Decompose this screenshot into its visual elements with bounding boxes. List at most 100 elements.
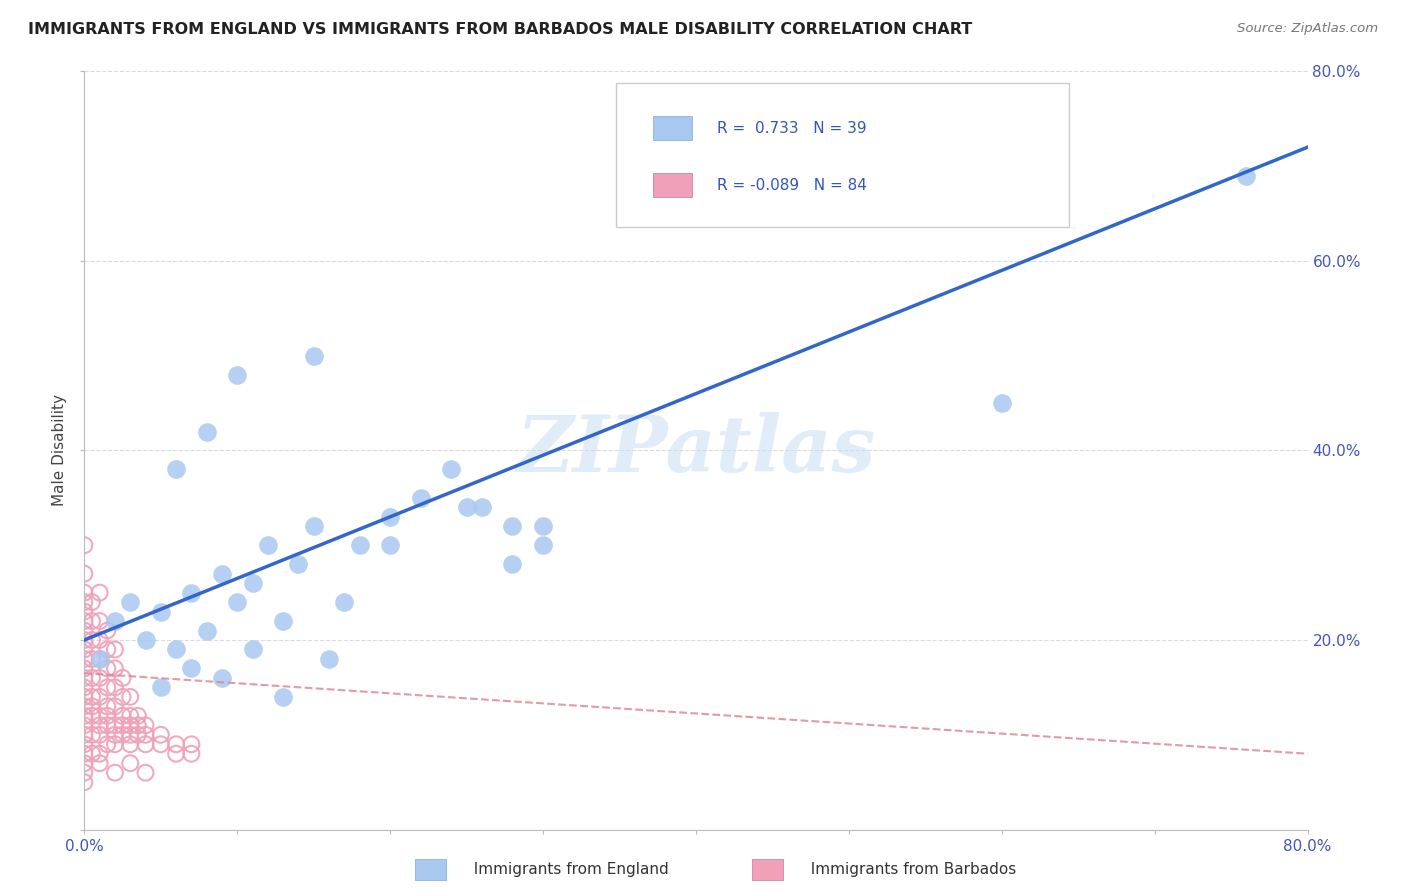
Point xyxy=(73,633,96,648)
Point xyxy=(165,642,187,657)
Point xyxy=(89,652,111,666)
Point xyxy=(111,718,134,732)
Text: ZIPatlas: ZIPatlas xyxy=(516,412,876,489)
Point xyxy=(127,718,149,732)
Point xyxy=(333,595,356,609)
Point xyxy=(1236,169,1258,183)
Point xyxy=(73,775,96,789)
Point xyxy=(73,605,96,619)
Point xyxy=(73,681,96,695)
Point xyxy=(135,633,157,648)
Point xyxy=(73,661,96,675)
Point xyxy=(104,642,127,657)
Point xyxy=(111,671,134,685)
Point xyxy=(73,595,96,609)
Point xyxy=(271,690,294,704)
Point xyxy=(120,595,142,609)
Point xyxy=(89,585,111,599)
Point xyxy=(73,624,96,638)
Point xyxy=(287,557,309,572)
Point xyxy=(104,728,127,742)
Point xyxy=(89,690,111,704)
Point xyxy=(80,690,103,704)
Point xyxy=(89,747,111,761)
Point xyxy=(73,728,96,742)
Point xyxy=(531,519,554,533)
Point xyxy=(471,500,494,515)
Point xyxy=(111,728,134,742)
Point xyxy=(73,690,96,704)
FancyBboxPatch shape xyxy=(616,83,1069,227)
Point xyxy=(502,519,524,533)
Point xyxy=(73,756,96,771)
Point xyxy=(180,747,202,761)
Point xyxy=(111,690,134,704)
Point xyxy=(440,462,463,476)
Point xyxy=(89,614,111,628)
Point xyxy=(73,747,96,761)
Text: Source: ZipAtlas.com: Source: ZipAtlas.com xyxy=(1237,22,1378,36)
Point xyxy=(127,708,149,723)
Point xyxy=(89,671,111,685)
Point xyxy=(165,747,187,761)
Point xyxy=(96,718,118,732)
Point xyxy=(195,624,218,638)
Text: R =  0.733   N = 39: R = 0.733 N = 39 xyxy=(717,120,866,136)
Point xyxy=(242,642,264,657)
Point xyxy=(104,765,127,780)
Point xyxy=(165,462,187,476)
Point xyxy=(242,576,264,591)
Point xyxy=(380,509,402,524)
Point xyxy=(89,633,111,648)
Point xyxy=(80,671,103,685)
Point xyxy=(135,718,157,732)
Point xyxy=(456,500,478,515)
Point xyxy=(73,614,96,628)
Point xyxy=(149,728,172,742)
Point xyxy=(257,538,280,552)
Point xyxy=(120,756,142,771)
Point xyxy=(73,671,96,685)
Point xyxy=(80,633,103,648)
Point xyxy=(96,737,118,751)
Point xyxy=(104,614,127,628)
Point xyxy=(80,699,103,714)
Point xyxy=(73,538,96,552)
Point xyxy=(89,756,111,771)
Point xyxy=(180,661,202,675)
Point xyxy=(104,699,127,714)
Point xyxy=(302,349,325,363)
Point xyxy=(211,671,233,685)
Point xyxy=(73,642,96,657)
Point xyxy=(96,708,118,723)
Point xyxy=(104,737,127,751)
Point xyxy=(80,728,103,742)
Point xyxy=(80,708,103,723)
Point xyxy=(104,681,127,695)
Point xyxy=(104,718,127,732)
Point xyxy=(104,661,127,675)
Point xyxy=(73,708,96,723)
Text: IMMIGRANTS FROM ENGLAND VS IMMIGRANTS FROM BARBADOS MALE DISABILITY CORRELATION : IMMIGRANTS FROM ENGLAND VS IMMIGRANTS FR… xyxy=(28,22,973,37)
Text: R = -0.089   N = 84: R = -0.089 N = 84 xyxy=(717,178,866,193)
Text: Immigrants from Barbados: Immigrants from Barbados xyxy=(801,863,1017,877)
Point xyxy=(271,614,294,628)
Point xyxy=(302,519,325,533)
Point xyxy=(89,718,111,732)
Point xyxy=(96,661,118,675)
Point xyxy=(73,765,96,780)
Point xyxy=(73,737,96,751)
Point xyxy=(120,737,142,751)
Point xyxy=(195,425,218,439)
Point xyxy=(89,652,111,666)
Point xyxy=(226,368,249,382)
Point xyxy=(149,737,172,751)
Point xyxy=(96,681,118,695)
Point xyxy=(120,708,142,723)
Point xyxy=(135,765,157,780)
Y-axis label: Male Disability: Male Disability xyxy=(52,394,67,507)
Point xyxy=(531,538,554,552)
Point xyxy=(80,614,103,628)
Point xyxy=(149,605,172,619)
Point xyxy=(409,491,432,505)
